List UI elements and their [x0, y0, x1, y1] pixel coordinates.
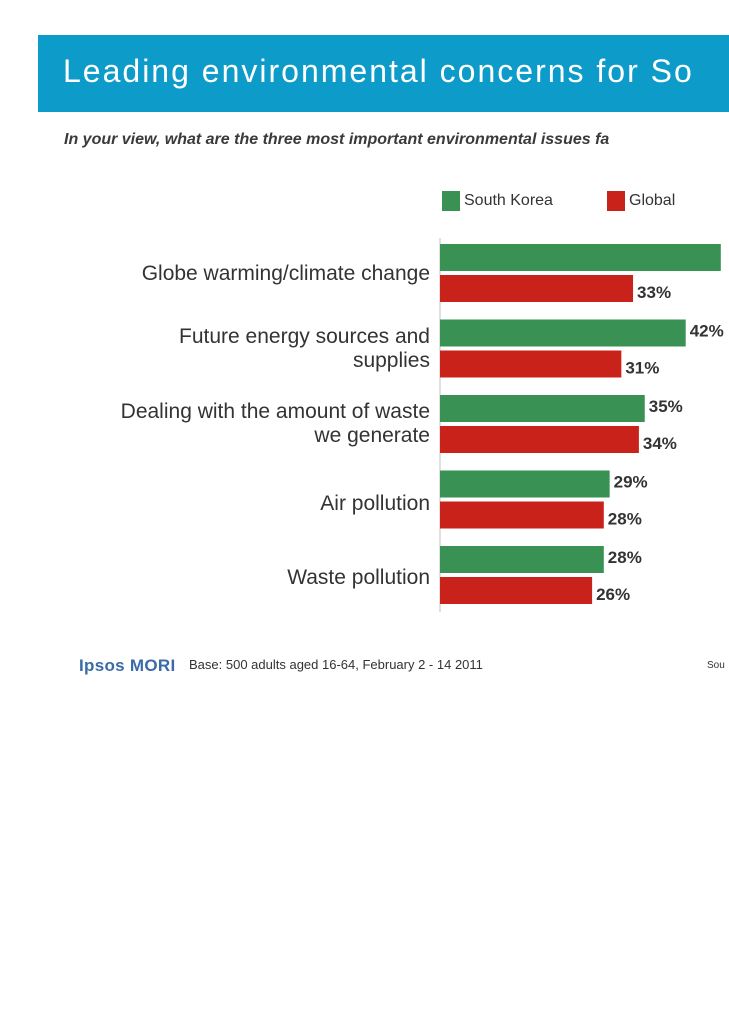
data-label-global-4: 26% [596, 585, 630, 604]
legend-item-global: Global [607, 190, 675, 212]
data-label-south-korea-3: 29% [614, 473, 648, 492]
legend-swatch-south-korea [442, 191, 460, 211]
category-label-0: Globe warming/climate change [30, 262, 430, 286]
data-label-south-korea-1: 42% [690, 322, 724, 341]
category-label-1: Future energy sources and supplies [30, 325, 430, 373]
data-label-global-2: 34% [643, 434, 677, 453]
data-label-south-korea-4: 28% [608, 548, 642, 567]
category-label-line: Dealing with the amount of waste [120, 400, 430, 423]
bar-south-korea-4 [440, 546, 604, 573]
title-banner: Leading environmental concerns for So [38, 35, 729, 112]
category-label-line: we generate [314, 424, 430, 447]
category-label-line: Globe warming/climate change [141, 262, 430, 285]
category-label-line: supplies [352, 349, 430, 372]
data-label-global-3: 28% [608, 510, 642, 529]
legend-item-south-korea: South Korea [442, 190, 553, 212]
base-note: Base: 500 adults aged 16-64, February 2 … [189, 657, 483, 672]
category-label-4: Waste pollution [30, 566, 430, 590]
category-label-line: Waste pollution [287, 566, 430, 589]
data-label-global-0: 33% [637, 283, 671, 302]
bar-south-korea-2 [440, 395, 645, 422]
data-label-global-1: 31% [625, 359, 659, 378]
ipsos-mori-logo: Ipsos MORI [79, 656, 176, 675]
category-label-2: Dealing with the amount of waste we gener… [30, 400, 430, 448]
page-title: Leading environmental concerns for So [63, 53, 694, 89]
survey-question: In your view, what are the three most im… [64, 131, 610, 148]
category-label-3: Air pollution [30, 492, 430, 516]
bar-global-3 [440, 501, 604, 529]
bar-south-korea-0 [440, 244, 721, 271]
bar-global-4 [440, 577, 593, 604]
bar-global-0 [440, 275, 634, 302]
bar-south-korea-1 [440, 319, 686, 347]
bar-global-2 [440, 426, 639, 453]
source-note: Sou [707, 660, 725, 671]
bar-global-1 [440, 350, 622, 378]
category-label-line: Air pollution [320, 492, 430, 515]
bar-south-korea-3 [440, 470, 610, 498]
legend-label-global: Global [629, 192, 676, 209]
legend-label-south-korea: South Korea [464, 192, 553, 209]
data-label-south-korea-2: 35% [649, 397, 683, 416]
bar-chart: 33% 42% 31% 35% 34% 29% 28% 28% 26% [439, 238, 724, 612]
category-label-line: Future energy sources and [179, 325, 430, 348]
legend-swatch-global [607, 191, 625, 211]
